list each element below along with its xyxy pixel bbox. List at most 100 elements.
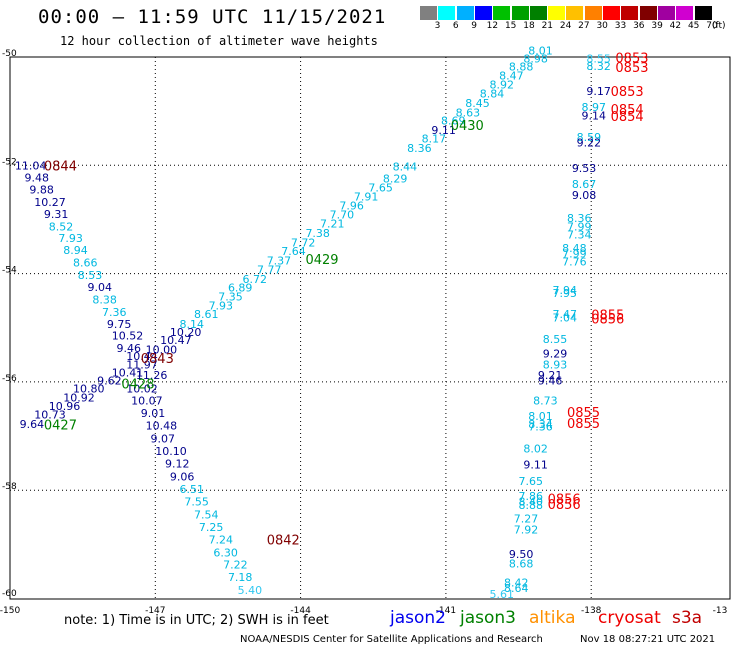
legend-swatch bbox=[584, 6, 602, 20]
wave-height-reading: 10.44 bbox=[126, 350, 157, 363]
legend-label: 24 bbox=[559, 21, 572, 31]
page-title: 00:00 – 11:59 UTC 11/15/2021 bbox=[38, 6, 387, 28]
wave-height-reading: 7.35 bbox=[218, 291, 243, 304]
wave-height-reading: 6.51 bbox=[180, 483, 205, 496]
wave-height-reading: 5.61 bbox=[489, 588, 514, 601]
x-tick-label: -150 bbox=[0, 606, 20, 616]
wave-height-reading: 7.36 bbox=[102, 306, 127, 319]
wave-height-reading: 8.64 bbox=[504, 582, 529, 595]
pass-time-marker: 0854 bbox=[611, 103, 644, 118]
wave-height-reading: 9.31 bbox=[44, 208, 69, 221]
wave-height-reading: 7.24 bbox=[209, 533, 234, 546]
wave-height-reading: 8.63 bbox=[456, 107, 481, 120]
pass-time-marker: 0855 bbox=[567, 417, 600, 432]
legend-swatch bbox=[438, 6, 456, 20]
pass-time-marker: 0853 bbox=[615, 61, 648, 76]
wave-height-reading: 7.99 bbox=[562, 247, 587, 260]
wave-height-reading: 10.52 bbox=[112, 330, 143, 343]
wave-height-reading: 10.10 bbox=[155, 445, 187, 458]
wave-height-reading: 9.11 bbox=[523, 459, 548, 472]
wave-height-reading: 9.08 bbox=[572, 189, 597, 202]
wave-height-reading: 10.27 bbox=[34, 196, 66, 209]
y-tick-label: -54 bbox=[2, 266, 17, 276]
pass-time-marker: 0856 bbox=[548, 493, 581, 508]
wave-height-reading: 8.66 bbox=[73, 257, 98, 270]
satellite-s3a: s3a bbox=[672, 608, 703, 628]
legend-label: 39 bbox=[651, 21, 663, 31]
wave-height-reading: 7.94 bbox=[552, 284, 577, 297]
wave-height-reading: 7.22 bbox=[223, 559, 248, 572]
wave-height-reading: 7.64 bbox=[281, 245, 306, 258]
wave-height-reading: 7.92 bbox=[514, 524, 539, 537]
legend-swatch bbox=[639, 6, 657, 20]
wave-height-reading: 8.36 bbox=[567, 212, 592, 225]
pass-time-marker: 0856 bbox=[548, 498, 581, 513]
legend-label: 70 bbox=[706, 21, 718, 31]
grid-lines bbox=[10, 57, 730, 599]
wave-height-reading: 8.52 bbox=[49, 220, 74, 233]
wave-height-reading: 8.69 bbox=[441, 115, 466, 128]
wave-height-reading: 7.18 bbox=[228, 571, 253, 584]
wave-height-reading: 10.80 bbox=[73, 383, 105, 396]
wave-height-reading: 8.68 bbox=[509, 558, 534, 571]
wave-height-reading: 9.46 bbox=[538, 375, 563, 388]
wave-height-reading: 8.88 bbox=[509, 61, 534, 74]
wave-height-reading: 8.55 bbox=[543, 333, 568, 346]
wave-height-reading: 7.93 bbox=[58, 232, 83, 245]
legend-swatch bbox=[474, 6, 492, 20]
legend-label: 27 bbox=[578, 21, 590, 31]
wave-height-reading: 7.36 bbox=[528, 421, 553, 434]
y-tick-label: -58 bbox=[2, 482, 17, 492]
legend-swatch bbox=[676, 6, 694, 20]
y-tick-label: -50 bbox=[2, 49, 17, 59]
note-text: note: 1) Time is in UTC; 2) SWH is in fe… bbox=[64, 613, 329, 628]
wave-height-reading: 7.93 bbox=[209, 299, 234, 312]
wave-height-reading: 7.86 bbox=[519, 490, 544, 503]
legend-swatch bbox=[657, 6, 675, 20]
pass-time-marker: 0430 bbox=[451, 119, 484, 134]
legend-label: 9 bbox=[471, 21, 477, 31]
wave-height-reading: 7.37 bbox=[267, 254, 292, 267]
wave-height-reading: 8.34 bbox=[528, 418, 553, 431]
legend-label: 12 bbox=[486, 21, 499, 31]
wave-height-reading: 8.55 bbox=[586, 52, 611, 65]
wave-height-reading: 8.84 bbox=[480, 88, 505, 101]
wave-height-reading: 5.40 bbox=[238, 584, 262, 597]
legend-swatch bbox=[603, 6, 620, 20]
wave-height-reading: 8.59 bbox=[577, 131, 602, 144]
pass-time-marker: 0853 bbox=[611, 85, 644, 100]
legend-label: 36 bbox=[633, 21, 645, 31]
wave-height-reading: 6.30 bbox=[213, 546, 238, 559]
pass-time-marker: 0427 bbox=[44, 419, 77, 434]
wave-height-reading: 7.77 bbox=[257, 264, 282, 277]
legend-swatch bbox=[420, 6, 437, 20]
wave-height-reading: 7.21 bbox=[320, 218, 345, 231]
wave-height-reading: 6.89 bbox=[228, 281, 253, 294]
wave-height-reading: 10.20 bbox=[170, 326, 202, 339]
pass-time-marker: 0429 bbox=[305, 253, 338, 268]
wave-height-reading: 8.14 bbox=[180, 318, 205, 331]
pass-time-marker: 0855 bbox=[567, 406, 600, 421]
wave-height-reading: 9.64 bbox=[20, 418, 45, 431]
satellite-cryosat: cryosat bbox=[598, 608, 661, 628]
wave-height-reading: 9.53 bbox=[572, 162, 597, 175]
wave-height-reading: 9.01 bbox=[141, 407, 166, 420]
wave-height-reading: 7.47 bbox=[552, 308, 577, 321]
wave-height-reading: 7.96 bbox=[339, 200, 364, 213]
legend-swatch bbox=[621, 6, 639, 20]
wave-height-reading: 7.95 bbox=[552, 287, 577, 300]
wave-height-reading: 7.65 bbox=[519, 475, 544, 488]
legend-unit: (ft) bbox=[712, 21, 726, 31]
wave-height-reading: 7.27 bbox=[514, 513, 539, 526]
wave-height-reading: 8.36 bbox=[407, 142, 432, 155]
wave-height-reading: 8.45 bbox=[465, 97, 490, 110]
footer-credit: NOAA/NESDIS Center for Satellite Applica… bbox=[240, 634, 543, 645]
legend-swatch bbox=[566, 6, 584, 20]
wave-height-reading: 7.25 bbox=[199, 521, 224, 534]
wave-height-reading: 7.72 bbox=[291, 237, 316, 250]
wave-height-reading: 9.62 bbox=[97, 375, 122, 388]
wave-height-reading: 9.50 bbox=[509, 548, 534, 561]
legend-label: 18 bbox=[523, 21, 535, 31]
wave-height-reading: 9.04 bbox=[87, 281, 112, 294]
